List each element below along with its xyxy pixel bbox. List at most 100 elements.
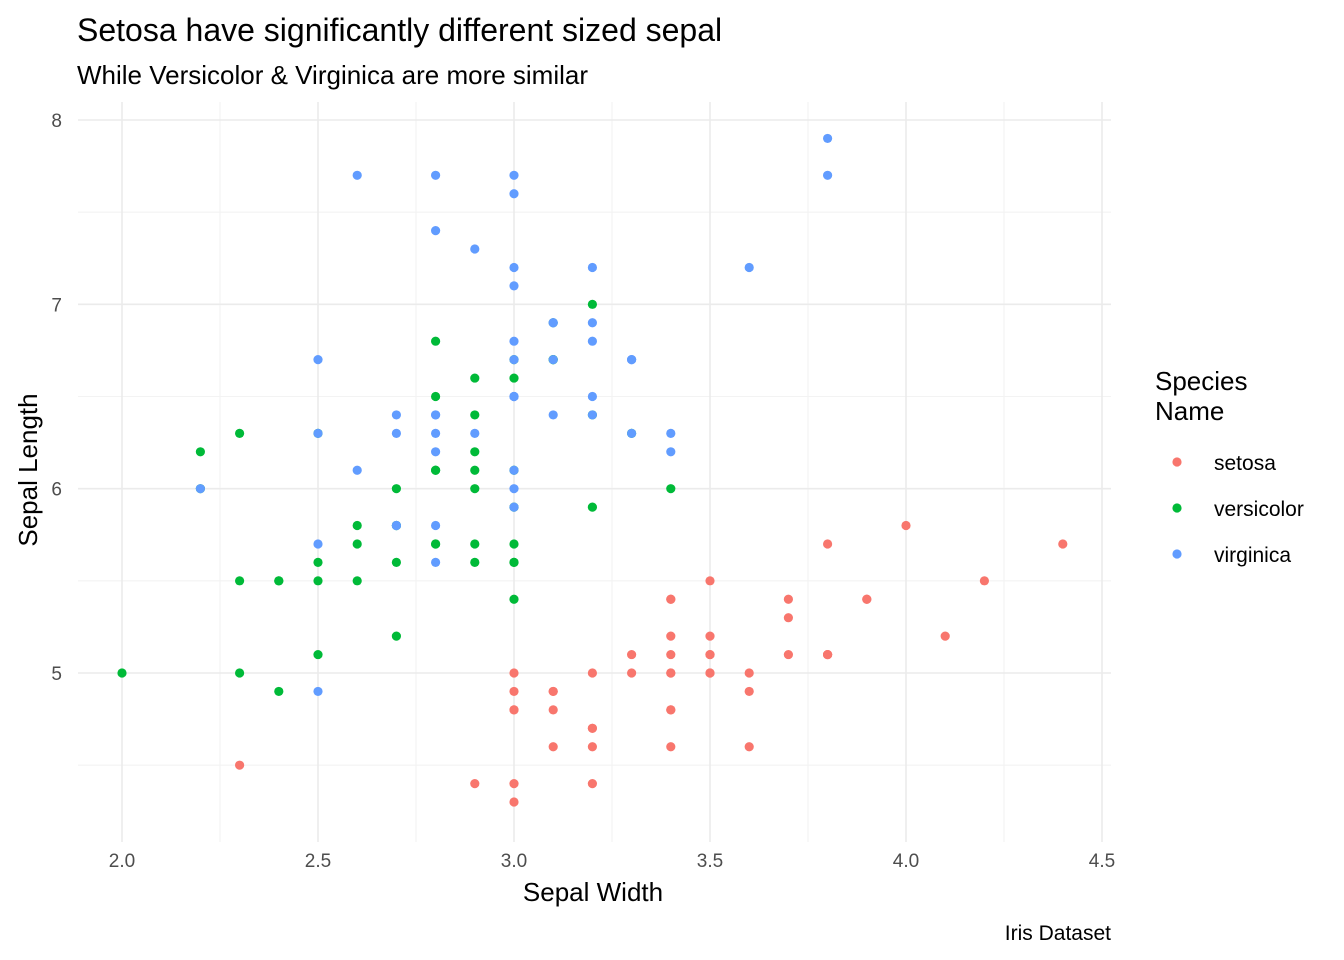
- point-versicolor: [313, 557, 323, 568]
- data-points: [117, 133, 1068, 807]
- point-versicolor: [235, 576, 245, 586]
- point-versicolor: [431, 391, 441, 402]
- point-setosa: [548, 686, 558, 697]
- point-virginica: [431, 410, 441, 420]
- point-virginica: [509, 391, 519, 402]
- point-setosa: [862, 594, 872, 604]
- y-tick-label: 8: [51, 111, 62, 132]
- chart-title: Setosa have significantly different size…: [77, 12, 722, 48]
- point-versicolor: [235, 668, 245, 678]
- point-versicolor: [509, 539, 519, 549]
- x-tick-label: 4.5: [1089, 851, 1115, 872]
- point-setosa: [666, 668, 676, 678]
- point-versicolor: [509, 373, 519, 383]
- point-setosa: [470, 779, 480, 789]
- point-virginica: [431, 170, 441, 180]
- legend-label-virginica: virginica: [1214, 544, 1291, 567]
- point-virginica: [313, 428, 323, 438]
- point-setosa: [509, 779, 519, 789]
- point-setosa: [823, 539, 833, 549]
- point-virginica: [509, 189, 519, 199]
- point-setosa: [666, 594, 676, 604]
- point-virginica: [313, 355, 323, 365]
- x-tick-label: 2.5: [305, 851, 331, 872]
- point-versicolor: [235, 428, 245, 438]
- point-virginica: [195, 484, 205, 494]
- point-versicolor: [274, 686, 284, 697]
- point-virginica: [587, 262, 598, 273]
- point-versicolor: [391, 557, 401, 568]
- point-setosa: [666, 705, 676, 715]
- point-versicolor: [470, 557, 480, 568]
- x-axis-title: Sepal Width: [523, 877, 663, 907]
- point-virginica: [431, 428, 441, 438]
- point-versicolor: [509, 557, 519, 568]
- point-setosa: [235, 760, 245, 770]
- chart-caption: Iris Dataset: [1005, 922, 1111, 945]
- point-virginica: [431, 557, 441, 568]
- y-tick-label: 7: [51, 295, 62, 316]
- point-setosa: [509, 797, 519, 807]
- point-setosa: [587, 723, 598, 733]
- point-versicolor: [470, 465, 480, 475]
- point-virginica: [587, 410, 598, 420]
- point-virginica: [587, 391, 598, 402]
- point-versicolor: [431, 465, 441, 475]
- point-setosa: [744, 668, 754, 678]
- point-virginica: [313, 686, 323, 697]
- point-setosa: [1058, 539, 1068, 549]
- point-virginica: [509, 484, 519, 494]
- point-virginica: [509, 502, 519, 512]
- point-setosa: [627, 668, 637, 678]
- legend-key-virginica: [1172, 549, 1182, 559]
- legend-title-line-1: Species: [1155, 366, 1248, 396]
- point-virginica: [744, 262, 754, 273]
- point-versicolor: [391, 631, 401, 641]
- point-virginica: [509, 465, 519, 475]
- point-virginica: [627, 355, 637, 365]
- y-tick-label: 6: [51, 480, 62, 501]
- point-virginica: [313, 539, 323, 549]
- point-virginica: [509, 355, 519, 365]
- point-setosa: [666, 649, 676, 660]
- point-virginica: [823, 133, 833, 144]
- point-setosa: [548, 742, 558, 752]
- point-virginica: [431, 447, 441, 457]
- x-tick-label: 3.0: [501, 851, 527, 872]
- point-virginica: [509, 170, 519, 180]
- point-virginica: [391, 410, 401, 420]
- point-setosa: [901, 520, 911, 531]
- x-tick-label: 4.0: [893, 851, 919, 872]
- point-setosa: [705, 668, 715, 678]
- point-versicolor: [470, 447, 480, 457]
- point-versicolor: [470, 484, 480, 494]
- chart-subtitle: While Versicolor & Virginica are more si…: [77, 60, 588, 90]
- y-tick-label: 5: [51, 664, 62, 685]
- x-tick-label: 3.5: [697, 851, 723, 872]
- point-setosa: [509, 705, 519, 715]
- point-setosa: [940, 631, 950, 641]
- point-setosa: [783, 594, 794, 604]
- point-setosa: [979, 576, 990, 586]
- x-axis-ticks: 2.0 2.5 3.0 3.5 4.0 4.5: [109, 851, 1115, 872]
- point-virginica: [470, 428, 480, 438]
- legend-title-line-2: Name: [1155, 396, 1224, 426]
- point-versicolor: [470, 539, 480, 549]
- point-setosa: [705, 631, 715, 641]
- point-virginica: [666, 447, 676, 457]
- point-setosa: [627, 649, 637, 660]
- point-virginica: [627, 428, 637, 438]
- point-virginica: [431, 520, 441, 531]
- point-virginica: [431, 226, 441, 236]
- point-setosa: [783, 613, 794, 623]
- point-setosa: [509, 668, 519, 678]
- point-virginica: [509, 262, 519, 273]
- point-setosa: [587, 742, 598, 752]
- point-setosa: [587, 779, 598, 789]
- point-virginica: [666, 428, 676, 438]
- y-axis-ticks: 5 6 7 8: [51, 111, 62, 685]
- x-tick-label: 2.0: [109, 851, 135, 872]
- point-versicolor: [666, 484, 676, 494]
- y-axis-title: Sepal Length: [13, 393, 43, 546]
